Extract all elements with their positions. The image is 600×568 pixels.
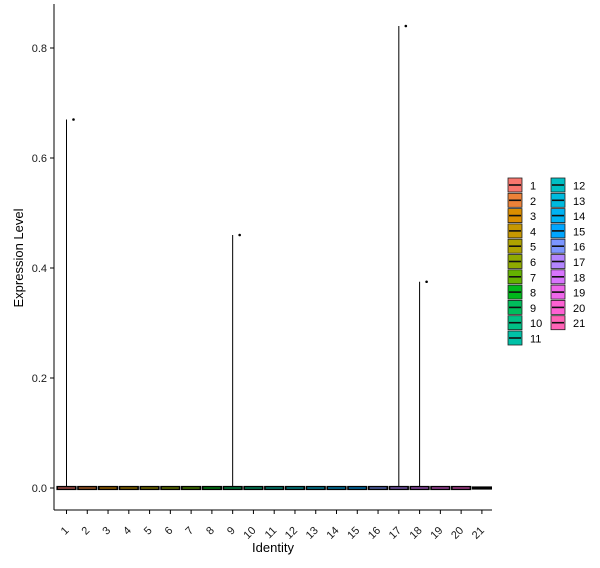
x-tick-label: 13: [304, 525, 321, 542]
violin: [430, 485, 451, 491]
legend-label: 12: [573, 181, 585, 193]
x-tick-label: 14: [324, 525, 341, 542]
x-tick-label: 17: [387, 525, 404, 542]
x-axis-title: Identity: [252, 540, 294, 555]
violin: [326, 485, 347, 491]
legend-label: 20: [573, 303, 585, 315]
legend-item: 15: [550, 223, 585, 238]
x-tick-label: 19: [428, 525, 445, 542]
violin: [201, 485, 222, 491]
outlier-point: [238, 233, 241, 237]
legend-label: 5: [530, 242, 536, 254]
legend-label: 9: [530, 303, 536, 315]
outlier-point: [72, 118, 75, 121]
violin: [264, 485, 285, 491]
x-tick-label: 2: [80, 525, 93, 538]
legend-item: 20: [550, 299, 585, 315]
legend-item: 19: [550, 284, 585, 300]
y-tick-label: 0.2: [32, 373, 47, 385]
legend-label: 19: [573, 288, 585, 300]
legend-label: 14: [573, 211, 585, 223]
x-tick-label: 1: [59, 525, 72, 538]
legend-label: 16: [573, 242, 585, 254]
legend-label: 10: [530, 318, 542, 330]
y-tick-label: 0.8: [32, 43, 47, 55]
y-axis-ticks: 0.0 0.2 0.4 0.6 0.8: [32, 43, 54, 495]
x-tick-label: 18: [408, 525, 425, 542]
x-tick-label: 11: [263, 525, 280, 542]
legend-item: 2: [507, 192, 536, 208]
y-axis-title: Expression Level: [11, 208, 26, 307]
x-tick-label: 9: [225, 525, 238, 538]
violin: [181, 485, 202, 491]
outlier-point: [425, 280, 428, 284]
x-tick-label: 5: [142, 525, 155, 538]
violin: [243, 485, 264, 491]
x-tick-label: 7: [183, 525, 196, 538]
legend-label: 4: [530, 226, 536, 238]
y-tick-label: 0.4: [32, 263, 47, 275]
violin: [139, 485, 160, 491]
y-tick-label: 0.0: [32, 483, 47, 495]
violin: [97, 485, 119, 491]
legend-item: 5: [507, 238, 536, 254]
x-tick-label: 20: [449, 525, 466, 542]
violin: [409, 485, 430, 491]
legend-label: 6: [530, 257, 536, 269]
x-tick-label: 21: [470, 525, 487, 542]
x-tick-label: 15: [345, 525, 362, 542]
legend-item: 3: [507, 208, 536, 223]
legend-label: 11: [530, 334, 541, 346]
x-tick-label: 8: [204, 525, 217, 538]
legend-item: 8: [507, 284, 536, 300]
y-tick-label: 0.6: [32, 153, 47, 165]
legend-label: 8: [530, 288, 536, 300]
legend-label: 3: [530, 211, 536, 223]
x-tick-label: 16: [366, 525, 383, 542]
legend-label: 21: [573, 318, 585, 330]
violin: [471, 486, 493, 490]
x-tick-label: 6: [163, 525, 176, 538]
legend-item: 10: [507, 315, 542, 330]
legend-item: 16: [550, 238, 585, 254]
legend-label: 2: [530, 196, 536, 208]
violin-group: [56, 26, 493, 491]
legend-item: 18: [550, 269, 585, 284]
legend-item: 13: [550, 192, 585, 208]
legend-item: 21: [550, 315, 585, 330]
legend-label: 7: [530, 272, 536, 284]
legend-label: 18: [573, 272, 585, 284]
outlier-point: [404, 24, 408, 28]
legend-item: 12: [550, 177, 585, 193]
violin: [160, 485, 181, 491]
legend-item: 1: [507, 177, 536, 193]
violin: [305, 485, 326, 491]
legend-label: 15: [573, 226, 585, 238]
violin: [388, 485, 409, 491]
legend-item: 6: [507, 254, 536, 269]
legend-item: 7: [507, 269, 536, 284]
violin: [284, 485, 306, 491]
violin: [347, 485, 368, 491]
legend-label: 13: [573, 196, 585, 208]
legend-label: 17: [573, 257, 585, 269]
violin: [118, 485, 139, 491]
legend-label: 1: [530, 181, 536, 193]
x-tick-label: 3: [100, 525, 113, 538]
legend-item: 17: [550, 254, 585, 269]
violin: [56, 485, 77, 491]
outlier-points: [72, 24, 428, 284]
x-tick-label: 4: [121, 525, 134, 538]
violin: [77, 485, 98, 491]
x-axis-ticks: 1 2 3 4 5 6 7 8 9 10 11 12 13 14 15 16 17 18 19 20 21: [59, 510, 487, 542]
legend-item: 4: [507, 223, 536, 238]
violin: [367, 485, 389, 491]
legend-item: 11: [507, 330, 541, 346]
violin: [222, 485, 243, 491]
legend-item: 9: [507, 299, 536, 315]
violin: [451, 485, 472, 491]
legend-item: 14: [550, 208, 585, 223]
